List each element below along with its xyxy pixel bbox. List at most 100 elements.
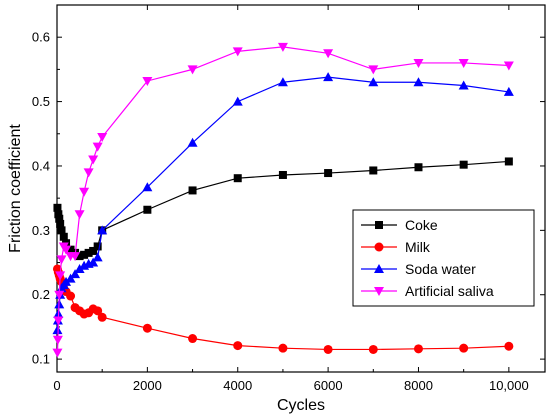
- data-point-coke: [75, 252, 84, 261]
- data-point-artificial-saliva: [53, 316, 64, 326]
- data-point-artificial-saliva: [97, 132, 108, 142]
- data-point-coke: [53, 203, 62, 212]
- data-point-coke: [324, 169, 333, 178]
- series-milk: [52, 264, 514, 354]
- data-point-milk: [368, 344, 378, 354]
- legend-label-milk: Milk: [405, 239, 431, 255]
- data-point-milk: [323, 344, 333, 354]
- x-tick-label: 6000: [314, 378, 343, 393]
- data-point-artificial-saliva: [61, 245, 72, 255]
- legend-label-soda-water: Soda water: [405, 261, 476, 277]
- data-point-artificial-saliva: [92, 142, 103, 152]
- axes: 0 2000 4000 6000 8000 10,000 0.1 0.2 0.3 0.4 0.5 0.…: [32, 5, 545, 393]
- series-line-artificial-saliva: [56, 46, 509, 353]
- y-tick-label: 0.6: [32, 30, 50, 45]
- data-point-milk: [97, 312, 107, 322]
- plot-area: [56, 4, 546, 373]
- data-point-soda-water: [323, 72, 334, 82]
- x-tick-label: 4000: [223, 378, 252, 393]
- data-point-milk: [142, 323, 152, 333]
- y-tick-label: 0.5: [32, 94, 50, 109]
- data-point-coke: [278, 170, 287, 179]
- data-point-soda-water: [368, 77, 379, 87]
- data-point-artificial-saliva: [323, 49, 334, 59]
- data-point-soda-water: [97, 225, 108, 235]
- data-point-milk: [504, 341, 514, 351]
- legend-label-coke: Coke: [405, 217, 438, 233]
- data-point-soda-water: [52, 325, 63, 335]
- data-point-soda-water: [74, 263, 85, 273]
- y-tick-label: 0.3: [32, 223, 50, 238]
- data-point-coke: [66, 245, 75, 254]
- data-point-artificial-saliva: [277, 42, 288, 52]
- legend: Coke Milk Soda water Artificial saliva: [352, 209, 535, 307]
- data-point-artificial-saliva: [70, 252, 81, 262]
- data-point-coke: [59, 232, 68, 241]
- data-point-coke: [55, 214, 64, 223]
- data-point-soda-water: [458, 80, 469, 90]
- data-point-soda-water: [92, 252, 103, 262]
- data-point-coke: [56, 219, 65, 228]
- data-point-coke: [233, 174, 242, 183]
- data-point-artificial-saliva: [413, 58, 424, 68]
- data-point-soda-water: [503, 86, 514, 96]
- data-point-artificial-saliva: [52, 348, 63, 358]
- data-point-coke: [80, 250, 89, 259]
- legend-box: [352, 209, 535, 307]
- data-point-soda-water: [187, 137, 198, 147]
- legend-label-artificial-saliva: Artificial saliva: [405, 283, 494, 299]
- data-point-artificial-saliva: [142, 76, 153, 86]
- y-axis-title: Friction coefficient: [7, 124, 24, 253]
- data-point-artificial-saliva: [83, 168, 94, 178]
- data-point-coke: [57, 226, 66, 235]
- legend-marker-artificial-saliva: [374, 287, 384, 296]
- data-point-coke: [54, 210, 63, 219]
- data-point-coke: [369, 166, 378, 175]
- data-point-soda-water: [65, 273, 76, 283]
- data-point-artificial-saliva: [56, 255, 67, 265]
- data-point-artificial-saliva: [187, 65, 198, 75]
- data-point-soda-water: [413, 77, 424, 87]
- y-tick-label: 0.2: [32, 287, 50, 302]
- data-point-artificial-saliva: [74, 210, 85, 220]
- x-tick-label: 0: [53, 378, 60, 393]
- series-artificial-saliva: [52, 42, 514, 358]
- plot-frame: [56, 4, 546, 373]
- data-point-coke: [504, 157, 513, 166]
- data-point-soda-water: [61, 276, 72, 286]
- data-point-coke: [143, 205, 152, 214]
- data-point-soda-water: [142, 182, 153, 192]
- y-tick-label: 0.1: [32, 352, 50, 367]
- data-point-artificial-saliva: [54, 290, 65, 300]
- data-point-coke: [84, 248, 93, 257]
- data-point-milk: [278, 343, 288, 353]
- data-point-soda-water: [277, 77, 288, 87]
- series-coke: [53, 157, 513, 261]
- data-point-artificial-saliva: [88, 155, 99, 165]
- x-tick-label: 2000: [133, 378, 162, 393]
- data-point-coke: [89, 246, 98, 255]
- data-point-artificial-saliva: [458, 58, 469, 68]
- data-point-soda-water: [70, 269, 81, 279]
- data-point-milk: [413, 344, 423, 354]
- data-point-artificial-saliva: [232, 47, 243, 57]
- data-point-coke: [93, 242, 102, 251]
- y-tick-label: 0.4: [32, 158, 50, 173]
- x-axis-title: Cycles: [277, 397, 325, 414]
- data-point-coke: [414, 163, 423, 172]
- legend-marker-soda-water: [374, 264, 384, 273]
- data-point-artificial-saliva: [79, 187, 90, 197]
- data-point-milk: [459, 343, 469, 353]
- data-point-coke: [459, 160, 468, 169]
- data-point-soda-water: [88, 257, 99, 267]
- legend-marker-milk: [374, 242, 384, 252]
- data-point-coke: [188, 186, 197, 195]
- x-tick-label: 10,000: [489, 378, 529, 393]
- data-point-milk: [188, 334, 198, 344]
- data-point-artificial-saliva: [368, 65, 379, 75]
- data-point-milk: [233, 341, 243, 351]
- data-point-artificial-saliva: [503, 61, 514, 71]
- data-point-artificial-saliva: [52, 335, 63, 345]
- series-layer: [52, 42, 514, 358]
